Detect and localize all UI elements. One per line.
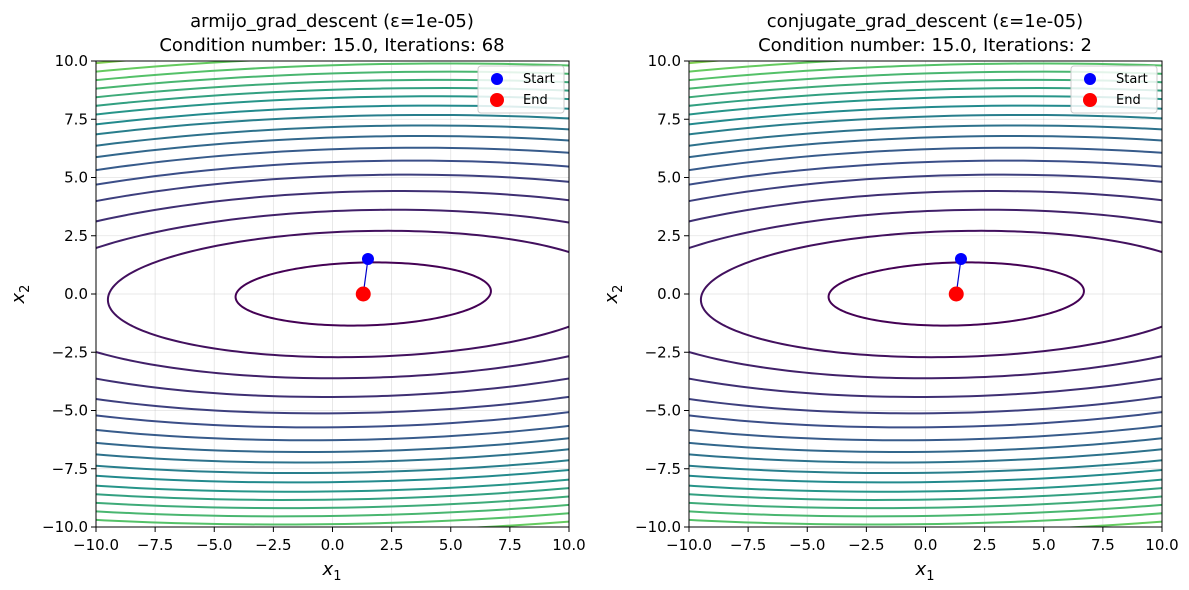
x-tick-label-5: 2.5: [973, 536, 997, 554]
x-tick-label-3: −2.5: [848, 536, 884, 554]
left-title-line2: Condition number: 15.0, Iterations: 68: [159, 35, 504, 56]
y-tick-label-7: 7.5: [64, 110, 88, 128]
y-tick-label-6: 5.0: [657, 169, 681, 187]
right-descent-path: [948, 253, 967, 302]
left-legend: Start End: [477, 65, 565, 114]
right-y-axis-label: x2: [601, 285, 626, 305]
x-tick-label-8: 10.0: [1145, 536, 1178, 554]
x-tick-label-4: 0.0: [321, 536, 345, 554]
y-tick-label-3: −2.5: [52, 343, 88, 361]
left-title-line1: armijo_grad_descent (ε=1e-05): [190, 11, 474, 32]
y-tick-label-8: 10.0: [55, 52, 88, 70]
x-tick-label-0: −10.0: [73, 536, 119, 554]
left-x-axis-label: x1: [322, 559, 342, 584]
end-point: [355, 286, 371, 302]
y-tick-label-3: −2.5: [645, 343, 681, 361]
y-tick-label-8: 10.0: [648, 52, 681, 70]
start-point: [954, 253, 967, 266]
start-point: [361, 253, 374, 266]
right-title-line1: conjugate_grad_descent (ε=1e-05): [767, 11, 1083, 32]
y-tick-label-6: 5.0: [64, 169, 88, 187]
y-tick-label-2: −5.0: [52, 402, 88, 420]
y-tick-label-1: −7.5: [52, 460, 88, 478]
left-contour-lines: [96, 61, 569, 527]
right-legend-start-label: Start: [1116, 72, 1148, 87]
left-y-axis-label: x2: [8, 285, 33, 305]
y-tick-label-7: 7.5: [657, 110, 681, 128]
left-legend-end-label: End: [523, 93, 548, 108]
right-legend-end-label: End: [1116, 93, 1141, 108]
y-tick-label-0: −10.0: [42, 518, 88, 536]
y-tick-label-0: −10.0: [635, 518, 681, 536]
x-tick-label-7: 7.5: [1091, 536, 1115, 554]
right-contour-lines: [689, 61, 1162, 527]
right-subplot: conjugate_grad_descent (ε=1e-05) Conditi…: [601, 11, 1179, 584]
x-tick-label-7: 7.5: [498, 536, 522, 554]
contour-line-0: [234, 261, 492, 327]
x-tick-label-5: 2.5: [380, 536, 404, 554]
x-tick-label-8: 10.0: [552, 536, 585, 554]
left-legend-end-marker: [490, 93, 504, 107]
left-descent-path: [355, 253, 374, 302]
contour-line-2: [96, 208, 569, 380]
x-tick-label-6: 5.0: [439, 536, 463, 554]
y-tick-label-4: 0.0: [657, 285, 681, 303]
y-tick-label-4: 0.0: [64, 285, 88, 303]
x-tick-label-1: −7.5: [137, 536, 173, 554]
contour-line-1: [699, 229, 1162, 359]
x-tick-label-6: 5.0: [1032, 536, 1056, 554]
y-tick-label-5: 2.5: [64, 227, 88, 245]
x-tick-label-1: −7.5: [730, 536, 766, 554]
left-y-ticks: −10.0 −7.5 −5.0 −2.5 0.0 2.5 5.0 7.5 10.0: [42, 52, 96, 536]
x-tick-label-3: −2.5: [255, 536, 291, 554]
right-legend-end-marker: [1083, 93, 1097, 107]
contour-line-2: [689, 208, 1162, 380]
right-legend-start-marker: [1084, 73, 1096, 85]
x-tick-label-0: −10.0: [666, 536, 712, 554]
right-y-ticks: −10.0 −7.5 −5.0 −2.5 0.0 2.5 5.0 7.5 10.0: [635, 52, 689, 536]
right-x-ticks: −10.0 −7.5 −5.0 −2.5 0.0 2.5 5.0 7.5 10.0: [666, 527, 1179, 554]
left-legend-start-marker: [491, 73, 503, 85]
end-point: [948, 286, 964, 302]
x-tick-label-2: −5.0: [789, 536, 825, 554]
right-x-axis-label: x1: [915, 559, 935, 584]
right-title-line2: Condition number: 15.0, Iterations: 2: [758, 35, 1092, 56]
y-tick-label-2: −5.0: [645, 402, 681, 420]
y-tick-label-1: −7.5: [645, 460, 681, 478]
left-legend-start-label: Start: [523, 72, 555, 87]
left-x-ticks: −10.0 −7.5 −5.0 −2.5 0.0 2.5 5.0 7.5 10.0: [73, 527, 586, 554]
contour-line-1: [106, 229, 569, 359]
right-legend: Start End: [1070, 65, 1158, 114]
contour-line-0: [827, 261, 1085, 327]
y-tick-label-5: 2.5: [657, 227, 681, 245]
x-tick-label-4: 0.0: [914, 536, 938, 554]
x-tick-label-2: −5.0: [196, 536, 232, 554]
left-subplot: armijo_grad_descent (ε=1e-05) Condition …: [8, 11, 586, 584]
